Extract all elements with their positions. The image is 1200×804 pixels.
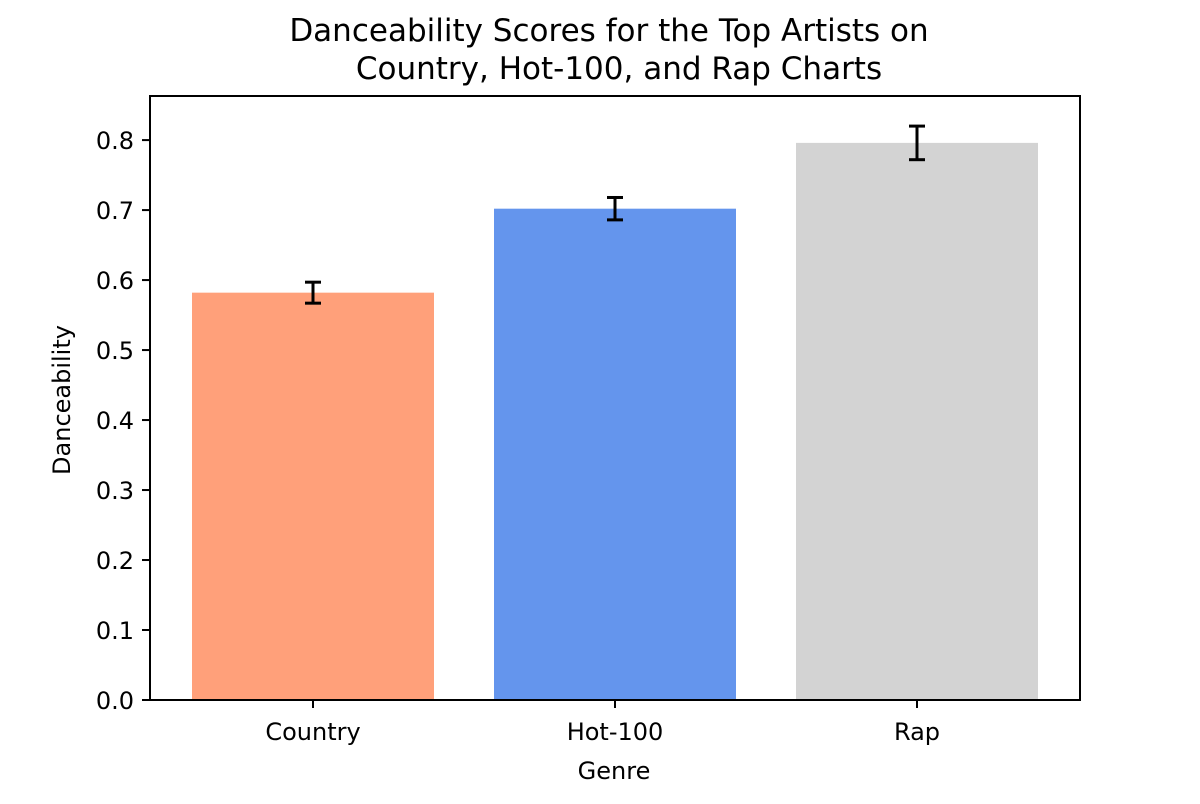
x-tick-label-rap: Rap bbox=[894, 718, 940, 746]
y-axis-ticks: 0.0 0.1 0.2 0.3 0.4 0.5 0.6 0.7 0.8 bbox=[96, 127, 150, 715]
y-tick-label: 0.3 bbox=[96, 477, 134, 505]
bar-country bbox=[192, 292, 434, 700]
y-tick-label: 0.4 bbox=[96, 407, 134, 435]
y-tick-label: 0.5 bbox=[96, 337, 134, 365]
chart-title-line-1: Danceability Scores for the Top Artists … bbox=[289, 13, 928, 49]
bar-rap bbox=[796, 142, 1038, 701]
x-axis-ticks: Country Hot-100 Rap bbox=[265, 700, 940, 746]
y-tick-label: 0.2 bbox=[96, 547, 134, 575]
x-axis-label: Genre bbox=[578, 757, 651, 785]
y-axis-label: Danceability bbox=[48, 325, 76, 475]
x-tick-label-country: Country bbox=[265, 718, 360, 746]
plot-area bbox=[149, 95, 1081, 701]
bar-hot-100 bbox=[494, 208, 736, 701]
y-tick-label: 0.0 bbox=[96, 687, 134, 715]
y-tick-label: 0.7 bbox=[96, 197, 134, 225]
x-tick-label-hot-100: Hot-100 bbox=[567, 718, 664, 746]
chart-title: Danceability Scores for the Top Artists … bbox=[289, 13, 928, 87]
y-tick-label: 0.8 bbox=[96, 127, 134, 155]
chart-title-line-2: Country, Hot-100, and Rap Charts bbox=[356, 51, 882, 87]
y-tick-label: 0.6 bbox=[96, 267, 134, 295]
y-tick-label: 0.1 bbox=[96, 617, 134, 645]
